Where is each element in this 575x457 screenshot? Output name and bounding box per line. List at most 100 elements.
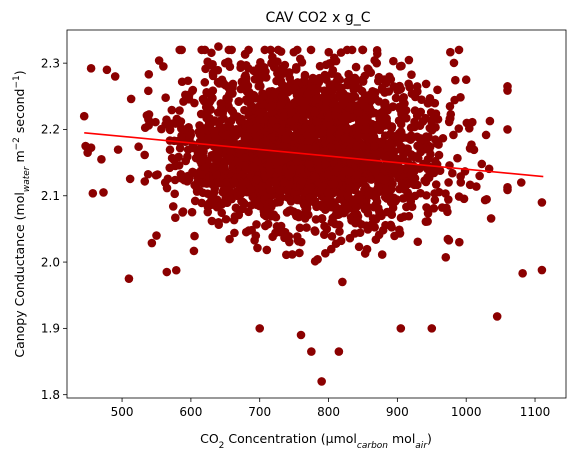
data-point xyxy=(327,125,337,134)
data-point xyxy=(197,198,207,208)
data-point xyxy=(327,232,337,241)
data-point xyxy=(537,265,547,275)
data-point xyxy=(161,93,170,102)
data-point xyxy=(163,174,173,184)
data-point xyxy=(413,180,422,190)
data-point xyxy=(383,106,392,115)
data-point xyxy=(431,180,441,189)
data-point xyxy=(328,213,338,223)
data-point xyxy=(311,227,320,236)
data-point xyxy=(335,75,345,85)
data-point xyxy=(99,188,108,197)
data-point xyxy=(304,136,314,146)
data-point xyxy=(350,73,360,83)
data-point xyxy=(394,131,404,140)
data-point xyxy=(437,203,447,212)
data-point xyxy=(380,153,390,162)
data-point xyxy=(280,134,290,144)
data-point xyxy=(79,111,89,121)
data-point xyxy=(324,47,334,57)
data-point xyxy=(189,246,199,256)
data-point xyxy=(277,126,286,136)
data-point xyxy=(221,214,231,224)
data-point xyxy=(154,56,164,65)
data-point xyxy=(333,163,343,173)
data-point xyxy=(287,165,297,174)
data-point xyxy=(301,96,311,105)
data-point xyxy=(174,161,184,170)
data-point xyxy=(261,73,271,82)
data-point xyxy=(355,150,365,160)
data-point xyxy=(249,143,259,153)
data-point xyxy=(427,125,437,135)
data-point xyxy=(360,204,370,214)
data-point xyxy=(317,377,326,386)
data-point xyxy=(371,149,380,159)
data-point xyxy=(214,178,223,187)
y-axis-label: Canopy Conductance (molwater m−2 second−… xyxy=(12,70,32,357)
data-point xyxy=(200,45,210,55)
data-point xyxy=(241,61,251,70)
data-point xyxy=(367,89,377,99)
data-point xyxy=(441,253,451,262)
data-point xyxy=(367,108,377,118)
data-point xyxy=(261,136,270,146)
data-point xyxy=(276,221,286,231)
data-point xyxy=(238,198,248,207)
data-point xyxy=(190,98,199,108)
data-point xyxy=(262,245,272,255)
data-point xyxy=(177,45,186,55)
data-point xyxy=(477,159,487,169)
data-point xyxy=(445,102,455,111)
data-point xyxy=(178,207,188,216)
data-point xyxy=(405,82,414,92)
data-point xyxy=(247,184,256,194)
data-point xyxy=(209,126,219,136)
data-point xyxy=(144,110,154,119)
data-point xyxy=(426,108,436,117)
data-point xyxy=(377,250,387,259)
data-point xyxy=(170,175,180,185)
data-point xyxy=(341,94,351,103)
data-point xyxy=(456,178,466,187)
data-point xyxy=(340,133,350,143)
x-tick-label: 1000 xyxy=(451,405,482,419)
data-point xyxy=(381,161,391,171)
data-point xyxy=(315,61,325,71)
data-point xyxy=(345,233,355,243)
data-point xyxy=(373,203,383,213)
data-point xyxy=(371,193,381,203)
data-point xyxy=(284,206,294,216)
data-point xyxy=(320,221,329,231)
data-point xyxy=(343,147,353,156)
data-point xyxy=(255,108,265,117)
data-point xyxy=(334,204,343,213)
data-point xyxy=(214,220,224,229)
data-point xyxy=(275,186,285,195)
data-point xyxy=(433,139,442,148)
data-point xyxy=(395,62,405,71)
data-point xyxy=(279,141,288,151)
data-point xyxy=(406,170,416,180)
data-point xyxy=(197,170,206,179)
data-point xyxy=(248,91,258,100)
data-point xyxy=(83,148,92,157)
data-point xyxy=(220,197,229,206)
data-point xyxy=(270,177,280,186)
data-point xyxy=(430,195,440,205)
data-point xyxy=(351,182,361,191)
data-point xyxy=(267,58,276,68)
data-point xyxy=(343,202,352,212)
data-point xyxy=(97,155,106,164)
data-point xyxy=(206,60,216,70)
data-point xyxy=(312,117,322,127)
data-point xyxy=(297,57,307,67)
data-point xyxy=(318,128,327,137)
data-point xyxy=(433,85,442,95)
data-point xyxy=(153,170,162,179)
data-point xyxy=(381,185,391,195)
data-point xyxy=(375,125,385,135)
data-point xyxy=(224,45,234,55)
data-point xyxy=(446,109,456,119)
data-point xyxy=(396,213,406,223)
